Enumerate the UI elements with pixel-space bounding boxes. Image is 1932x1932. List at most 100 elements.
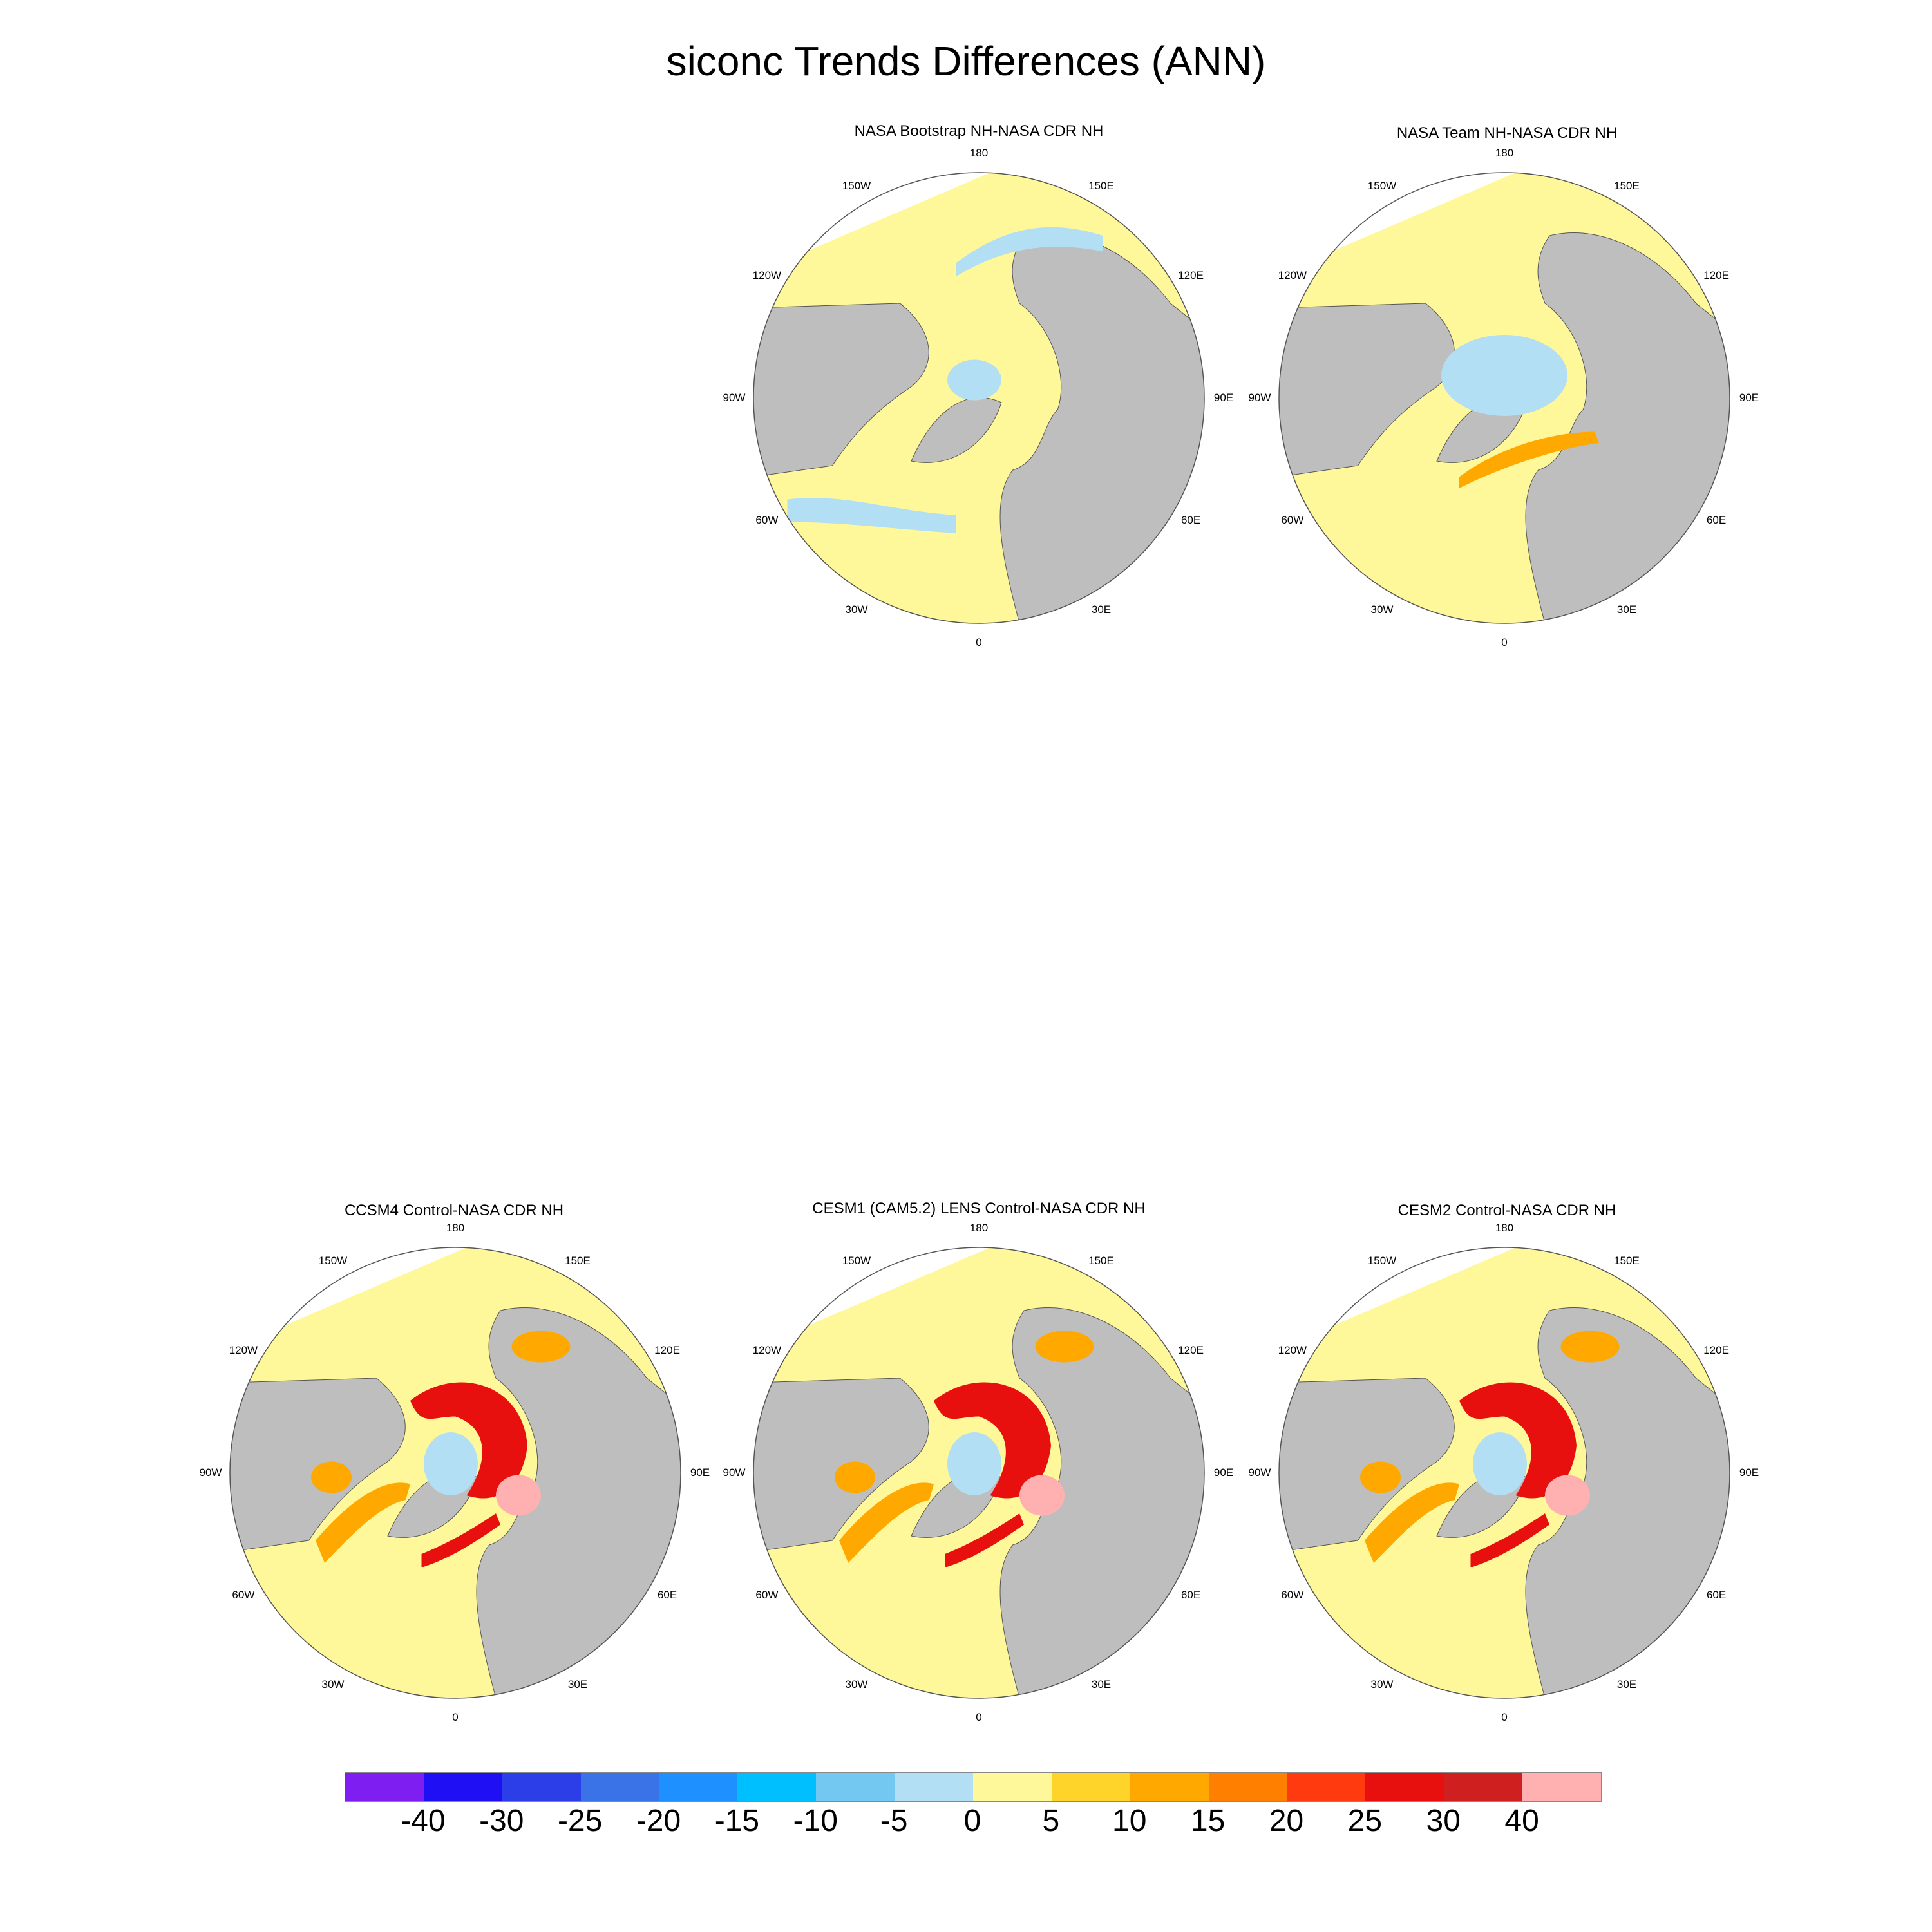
- longitude-label: 60E: [1706, 514, 1727, 526]
- colorbar-swatch: [502, 1773, 581, 1801]
- polar-map-svg: [753, 172, 1205, 624]
- map-content: [230, 1247, 681, 1698]
- longitude-label: 150E: [565, 1254, 591, 1267]
- colorbar-tick-label: -10: [793, 1804, 838, 1838]
- land-eurasia: [999, 1307, 1204, 1698]
- polar-map-svg: [753, 1247, 1205, 1699]
- strong-positive-ring: [410, 1382, 527, 1499]
- longitude-label: 180: [446, 1222, 465, 1234]
- colorbar-swatch: [659, 1773, 738, 1801]
- longitude-label: 30E: [1091, 1678, 1112, 1691]
- land-north-america: [1279, 1378, 1455, 1553]
- longitude-label: 30E: [1091, 603, 1112, 616]
- longitude-label: 30W: [321, 1678, 345, 1691]
- colorbar-tick-label: -5: [880, 1804, 908, 1838]
- colorbar-swatch: [423, 1773, 502, 1801]
- longitude-label: 60W: [1281, 514, 1304, 526]
- longitude-label: 150E: [1614, 179, 1640, 192]
- longitude-label: 60E: [1180, 514, 1201, 526]
- colorbar-tick-label: 15: [1190, 1804, 1226, 1838]
- positive-okhotsk-patch: [511, 1331, 571, 1363]
- colorbar-tick-label: -15: [714, 1804, 760, 1838]
- land-north-america: [753, 303, 929, 478]
- positive-hudson-patch: [311, 1461, 352, 1493]
- map-content: [753, 1247, 1204, 1698]
- longitude-label: 150E: [1088, 179, 1114, 192]
- colorbar-swatch: [1287, 1773, 1366, 1801]
- longitude-label: 90E: [1213, 1466, 1234, 1479]
- figure-title: siconc Trends Differences (ANN): [666, 38, 1266, 84]
- colorbar-tick-label: -30: [479, 1804, 524, 1838]
- map-content: [1279, 173, 1730, 623]
- longitude-label: 180: [969, 1222, 989, 1234]
- longitude-label: 120E: [1178, 1344, 1204, 1356]
- very-strong-positive-patch: [1545, 1475, 1590, 1516]
- map-border: [1278, 172, 1730, 624]
- longitude-label: 0: [976, 1711, 982, 1723]
- land-greenland: [911, 397, 1002, 463]
- panel-title-team: NASA Team NH-NASA CDR NH: [1396, 124, 1618, 142]
- positive-barents-band: [1470, 1513, 1549, 1567]
- longitude-label: 30W: [845, 1678, 868, 1691]
- longitude-label: 120W: [752, 269, 782, 281]
- longitude-label: 90W: [1248, 392, 1271, 404]
- ice-negative-center: [947, 1432, 1001, 1495]
- land-eurasia: [1525, 1307, 1730, 1698]
- longitude-label: 120W: [1278, 269, 1307, 281]
- longitude-label: 30E: [1616, 603, 1637, 616]
- ice-negative-center: [1473, 1432, 1527, 1495]
- longitude-label: 30E: [567, 1678, 588, 1691]
- colorbar-swatch: [345, 1773, 424, 1801]
- longitude-label: 0: [1501, 636, 1508, 649]
- longitude-label: 60E: [657, 1589, 677, 1601]
- map-content: [1279, 1247, 1730, 1698]
- colorbar-swatch: [580, 1773, 659, 1801]
- longitude-label: 150W: [1367, 179, 1397, 192]
- positive-barents-band: [421, 1513, 500, 1567]
- longitude-label: 90W: [723, 1466, 746, 1479]
- longitude-label: 0: [452, 1711, 459, 1723]
- ice-negative-coast: [956, 227, 1103, 276]
- longitude-label: 120W: [752, 1344, 782, 1356]
- longitude-label: 150E: [1088, 1254, 1114, 1267]
- longitude-label: 30E: [1616, 1678, 1637, 1691]
- ice-negative-region: [1441, 335, 1567, 416]
- longitude-label: 90W: [723, 392, 746, 404]
- colorbar-swatch: [1130, 1773, 1209, 1801]
- positive-baffin-band: [316, 1482, 410, 1563]
- land-north-america: [1279, 303, 1455, 478]
- ice-negative-center: [424, 1432, 478, 1495]
- longitude-label: 150W: [1367, 1254, 1397, 1267]
- positive-baffin-band: [839, 1482, 934, 1563]
- colorbar: [345, 1772, 1602, 1802]
- colorbar-swatch: [737, 1773, 817, 1801]
- very-strong-positive-patch: [496, 1475, 541, 1516]
- colorbar-swatch: [1444, 1773, 1523, 1801]
- polar-map-svg: [1278, 172, 1730, 624]
- strong-positive-ring: [1459, 1382, 1577, 1499]
- colorbar-tick-label: 10: [1112, 1804, 1147, 1838]
- longitude-label: 90E: [690, 1466, 710, 1479]
- longitude-label: 60W: [755, 514, 779, 526]
- colorbar-tick-label: 0: [963, 1804, 981, 1838]
- positive-okhotsk-patch: [1560, 1331, 1620, 1363]
- longitude-label: 30W: [1370, 1678, 1394, 1691]
- longitude-label: 150W: [842, 179, 871, 192]
- panel-title-cesm1: CESM1 (CAM5.2) LENS Control-NASA CDR NH: [812, 1200, 1146, 1217]
- longitude-label: 120E: [1703, 269, 1729, 281]
- colorbar-swatch: [816, 1773, 895, 1801]
- longitude-label: 150W: [842, 1254, 871, 1267]
- longitude-label: 180: [1495, 1222, 1514, 1234]
- land-eurasia: [999, 232, 1204, 623]
- panel-title-ccsm4: CCSM4 Control-NASA CDR NH: [344, 1202, 564, 1219]
- colorbar-tick-label: 5: [1042, 1804, 1060, 1838]
- map-border: [1278, 1247, 1730, 1699]
- longitude-label: 30W: [1370, 603, 1394, 616]
- colorbar-tick-label: -25: [557, 1804, 603, 1838]
- longitude-label: 0: [1501, 1711, 1508, 1723]
- longitude-label: 90W: [199, 1466, 222, 1479]
- longitude-label: 150E: [1614, 1254, 1640, 1267]
- colorbar-swatch: [973, 1773, 1052, 1801]
- longitude-label: 90E: [1213, 392, 1234, 404]
- map-border: [753, 172, 1205, 624]
